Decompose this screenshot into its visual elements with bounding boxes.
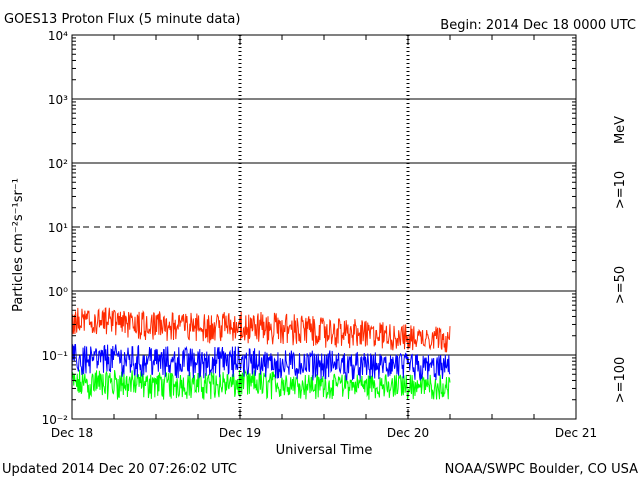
source-label: NOAA/SWPC Boulder, CO USA <box>445 462 638 477</box>
x-tick-label: Dec 20 <box>387 426 429 440</box>
y-tick-label: 10⁻¹ <box>42 349 69 363</box>
y-tick-label: 10³ <box>48 93 68 107</box>
updated-label: Updated 2014 Dec 20 07:26:02 UTC <box>2 462 237 477</box>
y-tick-label: 10⁴ <box>48 29 68 43</box>
y-axis-label: Particles cm⁻²s⁻¹sr⁻¹ <box>11 178 26 312</box>
series-layer <box>71 307 451 401</box>
series-line <box>71 344 451 381</box>
series-line <box>71 369 451 401</box>
legend-ge100-label: >=100 <box>613 357 628 404</box>
legend-ge50-label: >=50 <box>613 266 628 304</box>
y-tick-label: 10¹ <box>48 221 68 235</box>
day-marker-layer <box>238 35 410 419</box>
x-axis-label: Universal Time <box>276 443 373 458</box>
grid-layer <box>72 98 576 356</box>
y-axis-ticks: 10⁻² 10⁻¹ 10⁰ 10¹ 10² 10³ 10⁴ <box>42 29 576 427</box>
y-tick-label: 10⁻² <box>42 413 69 427</box>
y-tick-label: 10⁰ <box>48 285 68 299</box>
x-tick-label: Dec 18 <box>51 426 93 440</box>
y-tick-label: 10² <box>48 157 68 171</box>
series-line <box>71 307 451 353</box>
begin-label: Begin: 2014 Dec 18 0000 UTC <box>440 18 636 33</box>
x-tick-label: Dec 21 <box>555 426 597 440</box>
legend-units-label: MeV <box>613 116 628 144</box>
x-tick-label: Dec 19 <box>219 426 261 440</box>
x-axis-ticks: Dec 18 Dec 19 Dec 20 Dec 21 <box>51 35 597 440</box>
legend-ge10-label: >=10 <box>613 171 628 209</box>
chart-title: GOES13 Proton Flux (5 minute data) <box>4 12 240 27</box>
